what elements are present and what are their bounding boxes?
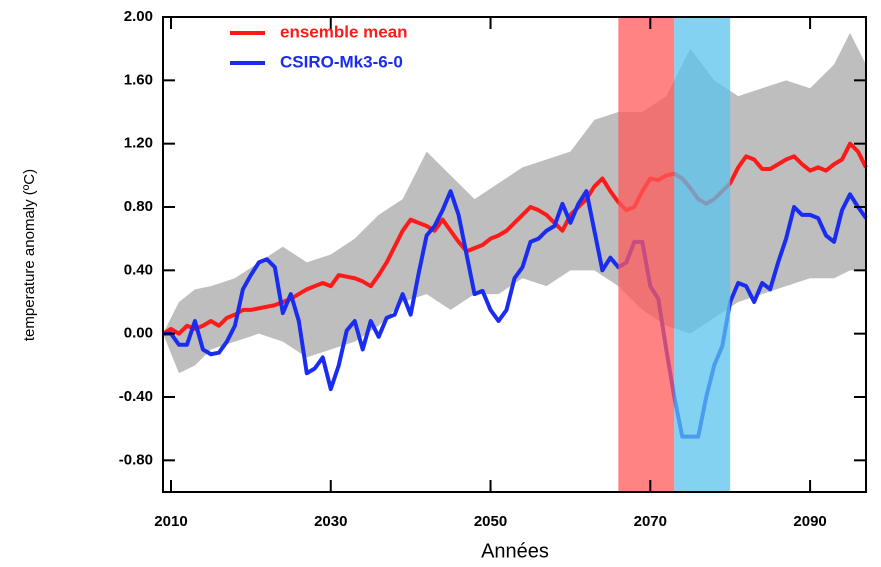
- x-tick-label: 2030: [314, 513, 347, 530]
- y-tick-label: 2.00: [124, 8, 153, 25]
- highlight-span: [618, 17, 675, 492]
- legend-label: ensemble mean: [280, 22, 408, 41]
- y-tick-label: 1.60: [124, 71, 153, 88]
- highlight-span: [674, 17, 731, 492]
- y-tick-label: 0.00: [124, 325, 153, 342]
- y-tick-label: -0.80: [119, 451, 153, 468]
- legend-label: CSIRO-Mk3-6-0: [280, 52, 403, 71]
- range-band: [163, 32, 866, 374]
- y-tick-label: 0.40: [124, 261, 153, 278]
- y-tick-label: 0.80: [124, 198, 153, 215]
- series-line: [163, 189, 868, 439]
- y-axis-label: temperature anomaly (ºC): [21, 169, 38, 341]
- x-tick-label: 2090: [793, 513, 826, 530]
- plot-frame: [162, 16, 867, 493]
- y-tick-label: -0.40: [119, 388, 153, 405]
- x-tick-label: 2050: [474, 513, 507, 530]
- x-tick-label: 2010: [154, 513, 187, 530]
- x-tick-label: 2070: [634, 513, 667, 530]
- y-tick-label: 1.20: [124, 135, 153, 152]
- x-axis-label: Années: [481, 540, 549, 562]
